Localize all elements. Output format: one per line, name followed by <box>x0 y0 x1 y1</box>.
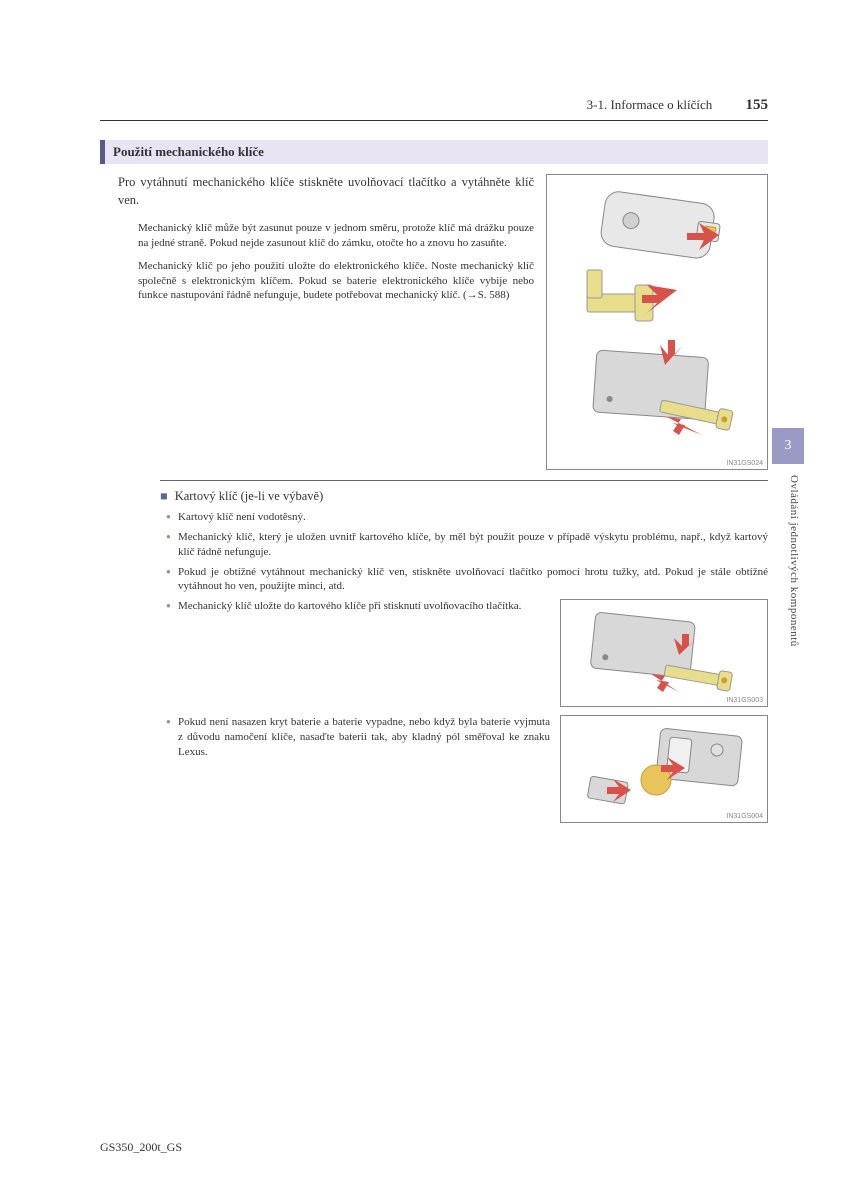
intro-paragraph: Pro vytáhnutí mechanického klíče stiskně… <box>100 174 534 209</box>
page-header: 3-1. Informace o klíčích 155 <box>587 97 768 114</box>
bullet-5: Pokud není nasazen kryt baterie a bateri… <box>178 715 550 823</box>
main-content-row: Pro vytáhnutí mechanického klíče stiskně… <box>100 174 768 470</box>
content-divider <box>160 480 768 481</box>
bullet-with-figure-1: Mechanický klíč uložte do kartového klíč… <box>178 599 768 707</box>
bullet-3: Pokud je obtížné vytáhnout mechanický kl… <box>178 565 768 595</box>
side-chapter-label: Ovládání jednotlivých komponentů <box>788 475 800 647</box>
card-key-svg <box>561 600 769 708</box>
bullet-1: Kartový klíč není vodotěsný. <box>178 510 768 525</box>
footer-model-code: GS350_200t_GS <box>100 1140 182 1155</box>
manual-page: 3-1. Informace o klíčích 155 Použití mec… <box>0 0 848 1200</box>
figure-label-1: IN31GS024 <box>726 460 763 467</box>
bullet-4: Mechanický klíč uložte do kartového klíč… <box>178 599 550 707</box>
key-illustration-svg <box>547 175 769 471</box>
bullet-with-figure-2: Pokud není nasazen kryt baterie a bateri… <box>178 715 768 823</box>
figure-battery-insert: IN31GS004 <box>560 715 768 823</box>
figure-card-key-insert: IN31GS003 <box>560 599 768 707</box>
battery-svg <box>561 716 769 824</box>
page-number: 155 <box>746 97 769 113</box>
chapter-tab: 3 <box>772 428 804 464</box>
figure-label-2: IN31GS003 <box>726 697 763 704</box>
bullet-2: Mechanický klíč, který je uložen uvnitř … <box>178 530 768 560</box>
square-bullet-icon: ■ <box>160 489 168 503</box>
subsection-title: ■ Kartový klíč (je-li ve výbavě) <box>160 489 768 504</box>
figure-label-3: IN31GS004 <box>726 813 763 820</box>
paragraph-1: Mechanický klíč může být zasunut pouze v… <box>138 221 534 251</box>
text-column: Pro vytáhnutí mechanického klíče stiskně… <box>100 174 534 470</box>
paragraph-2: Mechanický klíč po jeho použití uložte d… <box>138 259 534 304</box>
subsection-title-text: Kartový klíč (je-li ve výbavě) <box>175 489 324 503</box>
header-rule <box>100 120 768 121</box>
section-breadcrumb: 3-1. Informace o klíčích <box>587 97 713 112</box>
section-heading: Použití mechanického klíče <box>100 140 768 164</box>
figure-mechanical-key: IN31GS024 <box>546 174 768 470</box>
